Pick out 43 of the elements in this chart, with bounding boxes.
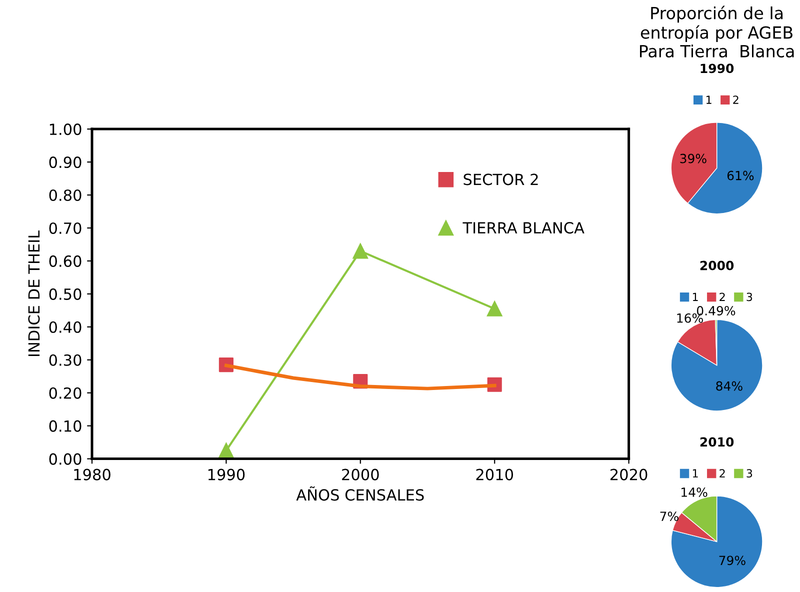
- y-tick-label: 0.10: [49, 420, 82, 432]
- legend-label: 3: [746, 292, 752, 302]
- data-label: 7%: [660, 512, 678, 522]
- legend-label: 2: [720, 469, 725, 478]
- y-tick-label: 0.50: [49, 288, 82, 300]
- y-tick-label: 0.70: [49, 222, 82, 234]
- legend-label: 1: [692, 292, 698, 301]
- data-label: 84%: [716, 381, 742, 391]
- legend-label: 3: [746, 469, 752, 478]
- chart-title: 2000: [700, 260, 734, 270]
- y-tick-label: 0.30: [49, 354, 82, 366]
- data-label: 39%: [680, 154, 706, 164]
- x-tick-label: 1980: [74, 468, 110, 480]
- x-tick-label: 2010: [476, 468, 514, 480]
- legend-label: SECTOR 2: [464, 174, 538, 186]
- text: Proporción de la entropía por AGEB Para Tierra Blanca: [640, 6, 794, 58]
- y-tick-label: 0.00: [49, 453, 82, 465]
- chart-title: 1990: [700, 64, 734, 74]
- data-label: 16%: [677, 313, 703, 323]
- point: [218, 442, 234, 458]
- x-tick-label: 2020: [610, 468, 648, 480]
- y-tick-label: 0.60: [49, 255, 82, 267]
- point: [486, 301, 502, 316]
- data-label: 14%: [682, 488, 708, 497]
- chart-title: 2010: [700, 437, 734, 447]
- y-tick-label: 0.20: [49, 387, 82, 399]
- data-label: 61%: [727, 170, 754, 180]
- x-tick-label: 1990: [208, 468, 245, 480]
- y-axis-title: INDICE DE THEIL: [28, 230, 40, 356]
- x-tick-label: 2000: [342, 468, 379, 480]
- data-label: 79%: [719, 556, 746, 566]
- legend-label: TIERRA BLANCA: [462, 222, 584, 234]
- legend-label: 1: [692, 469, 698, 478]
- y-tick-label: 0.40: [49, 321, 82, 333]
- y-tick-label: 1.00: [50, 124, 82, 136]
- legend-label: 2: [720, 292, 725, 301]
- x-axis-title: AÑOS CENSALES: [296, 486, 424, 501]
- data-label: 0.49%: [696, 306, 736, 316]
- y-tick-label: 0.80: [49, 189, 82, 202]
- legend-label: 2: [733, 96, 738, 104]
- legend-label: 1: [706, 96, 712, 104]
- y-tick-label: 0.90: [49, 156, 82, 168]
- point: [352, 243, 368, 259]
